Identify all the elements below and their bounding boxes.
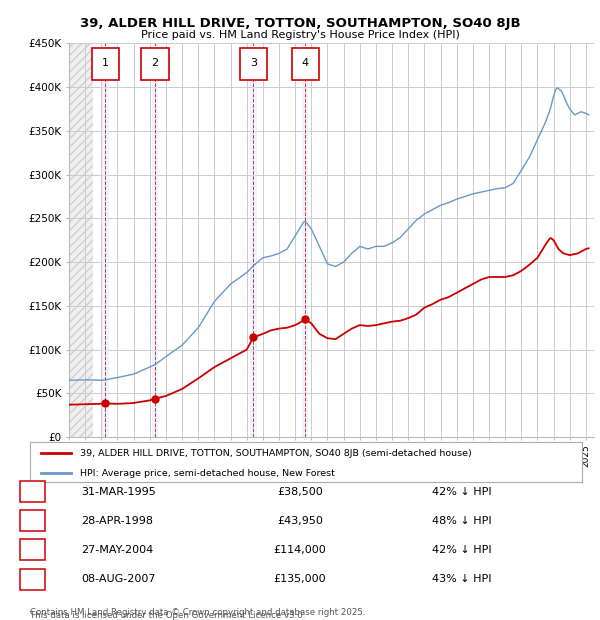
Text: £43,950: £43,950 bbox=[277, 516, 323, 526]
Text: 1: 1 bbox=[102, 58, 109, 68]
Text: 31-MAR-1995: 31-MAR-1995 bbox=[81, 487, 156, 497]
Bar bbox=[69, 43, 93, 437]
Text: 1: 1 bbox=[29, 487, 36, 497]
Text: 3: 3 bbox=[250, 58, 257, 68]
Text: Price paid vs. HM Land Registry's House Price Index (HPI): Price paid vs. HM Land Registry's House … bbox=[140, 30, 460, 40]
Text: 4: 4 bbox=[29, 574, 36, 584]
Text: 08-AUG-2007: 08-AUG-2007 bbox=[81, 574, 155, 584]
Text: 42% ↓ HPI: 42% ↓ HPI bbox=[432, 487, 491, 497]
Text: 2: 2 bbox=[152, 58, 158, 68]
FancyBboxPatch shape bbox=[292, 48, 319, 80]
Text: 48% ↓ HPI: 48% ↓ HPI bbox=[432, 516, 491, 526]
FancyBboxPatch shape bbox=[240, 48, 267, 80]
FancyBboxPatch shape bbox=[92, 48, 119, 80]
Text: 3: 3 bbox=[29, 545, 36, 555]
Text: 42% ↓ HPI: 42% ↓ HPI bbox=[432, 545, 491, 555]
Text: £135,000: £135,000 bbox=[274, 574, 326, 584]
Text: HPI: Average price, semi-detached house, New Forest: HPI: Average price, semi-detached house,… bbox=[80, 469, 335, 478]
Bar bbox=[302, 43, 308, 437]
Text: This data is licensed under the Open Government Licence v3.0.: This data is licensed under the Open Gov… bbox=[30, 611, 305, 620]
Text: £114,000: £114,000 bbox=[274, 545, 326, 555]
Text: 39, ALDER HILL DRIVE, TOTTON, SOUTHAMPTON, SO40 8JB: 39, ALDER HILL DRIVE, TOTTON, SOUTHAMPTO… bbox=[80, 17, 520, 30]
Bar bbox=[152, 43, 158, 437]
Text: 43% ↓ HPI: 43% ↓ HPI bbox=[432, 574, 491, 584]
Text: 4: 4 bbox=[302, 58, 309, 68]
Text: Contains HM Land Registry data © Crown copyright and database right 2025.: Contains HM Land Registry data © Crown c… bbox=[30, 608, 365, 617]
Text: 28-APR-1998: 28-APR-1998 bbox=[81, 516, 153, 526]
FancyBboxPatch shape bbox=[142, 48, 169, 80]
Text: 27-MAY-2004: 27-MAY-2004 bbox=[81, 545, 153, 555]
Text: 39, ALDER HILL DRIVE, TOTTON, SOUTHAMPTON, SO40 8JB (semi-detached house): 39, ALDER HILL DRIVE, TOTTON, SOUTHAMPTO… bbox=[80, 449, 472, 458]
Bar bbox=[102, 43, 109, 437]
Bar bbox=[250, 43, 257, 437]
Text: £38,500: £38,500 bbox=[277, 487, 323, 497]
Text: 2: 2 bbox=[29, 516, 36, 526]
